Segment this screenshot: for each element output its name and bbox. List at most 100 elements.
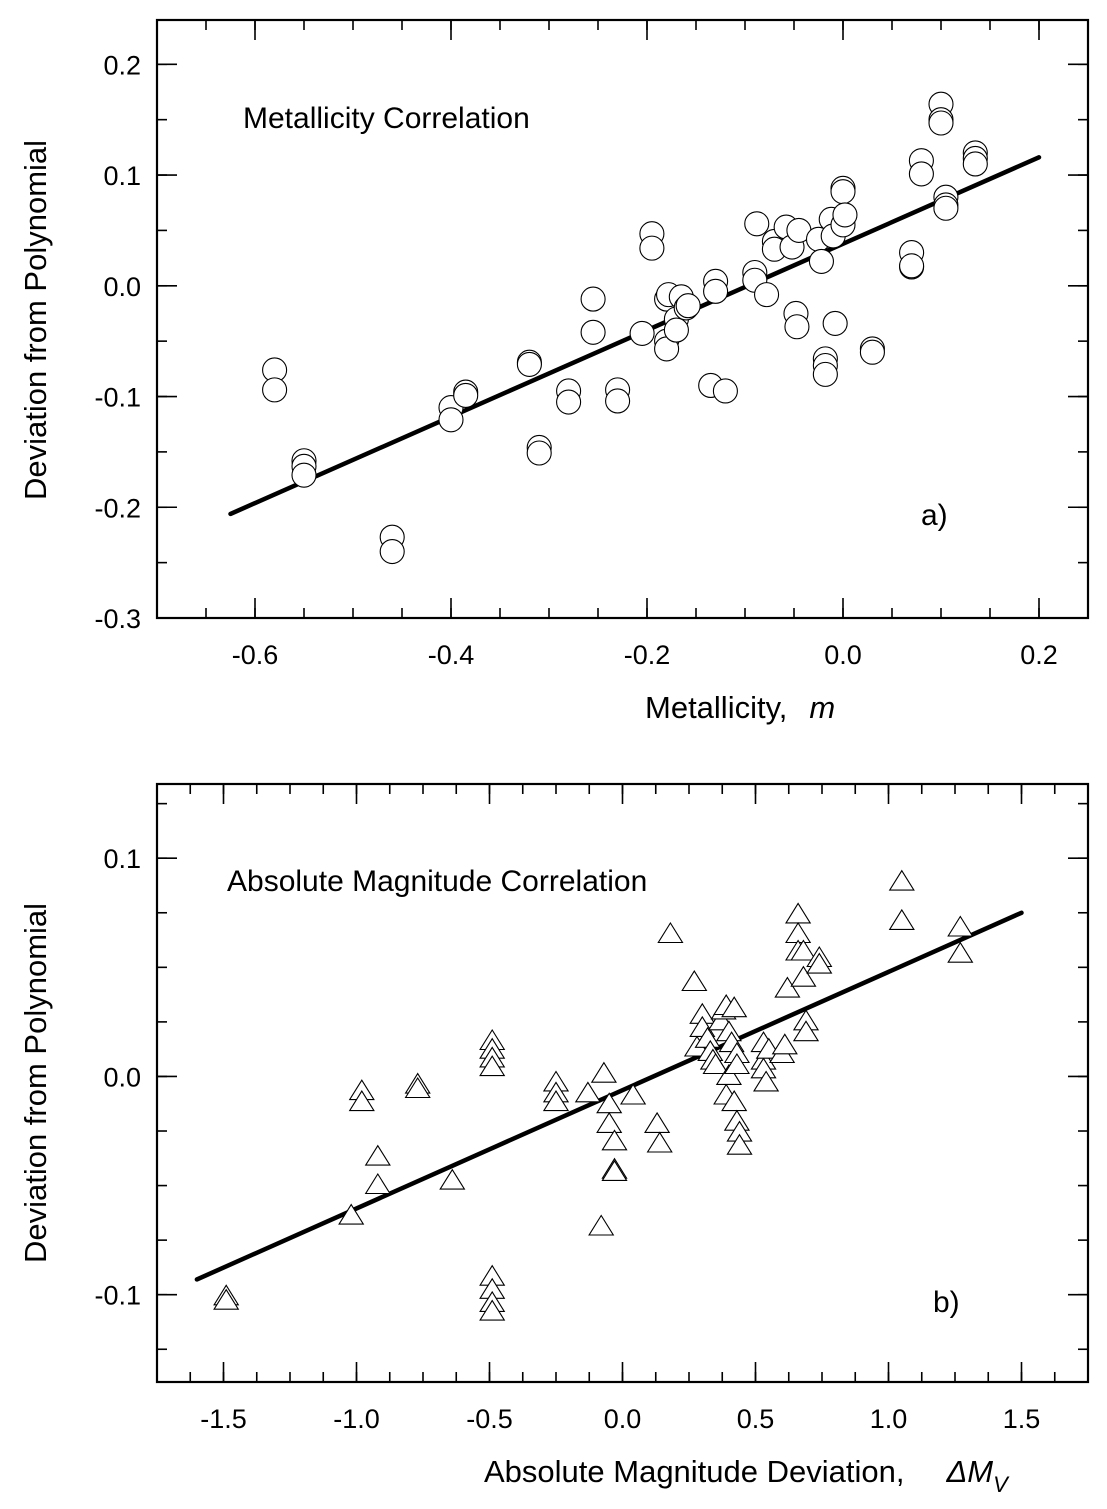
data-point-triangle — [785, 902, 812, 924]
x-tick-label-a: -0.6 — [232, 640, 279, 670]
data-point-circle — [712, 378, 738, 404]
x-tick-label-a: -0.2 — [624, 640, 671, 670]
data-point-circle — [899, 253, 925, 279]
data-point-triangle — [338, 1203, 365, 1225]
panel-label-b: b) — [933, 1286, 960, 1319]
plot-frame-a — [155, 18, 1090, 620]
x-tick-label-b: 0.5 — [737, 1404, 775, 1434]
points-b — [213, 869, 974, 1321]
data-point-triangle — [774, 976, 801, 998]
data-point-triangle — [644, 1111, 671, 1133]
data-point-circle — [453, 382, 479, 408]
data-point-triangle — [726, 1133, 753, 1155]
data-point-triangle — [888, 869, 915, 891]
x-tick-label-b: -1.5 — [200, 1404, 247, 1434]
x-tick-label-b: -0.5 — [466, 1404, 513, 1434]
data-point-triangle — [715, 1063, 742, 1085]
data-point-triangle — [947, 915, 974, 937]
data-point-triangle — [771, 1033, 798, 1055]
panel-title-a: Metallicity Correlation — [243, 102, 530, 135]
data-point-circle — [703, 278, 729, 304]
data-point-circle — [962, 151, 988, 177]
y-tick-label-a: 0.2 — [103, 50, 141, 80]
data-point-triangle — [806, 952, 833, 974]
ticks-b — [157, 784, 1088, 1382]
x-axis-label-b-text: Absolute Magnitude Deviation, — [484, 1454, 904, 1489]
tick-labels-a: -0.6 -0.4 -0.2 0.0 0.2 -0.3 -0.2 -0.1 0.0 0.1 0.2 — [94, 50, 1057, 670]
data-point-circle — [580, 319, 606, 345]
data-point-triangle — [947, 941, 974, 963]
x-tick-label-b: 1.0 — [870, 1404, 908, 1434]
x-tick-label-a: -0.4 — [428, 640, 475, 670]
data-point-circle — [832, 202, 858, 228]
x-tick-label-a: 0.0 — [824, 640, 862, 670]
tick-labels-b: -1.5 -1.0 -0.5 0.0 0.5 1.0 1.5 -0.1 0.0 0.1 — [94, 844, 1040, 1434]
data-point-triangle — [404, 1076, 431, 1099]
x-axis-label-a-text: Metallicity, — [645, 690, 787, 725]
data-point-triangle — [364, 1144, 391, 1166]
data-point-circle — [639, 235, 665, 261]
x-tick-label-b: 0.0 — [604, 1404, 642, 1434]
x-tick-label-b: -1.0 — [333, 1404, 380, 1434]
data-point-triangle — [588, 1214, 615, 1236]
data-point-triangle — [542, 1090, 570, 1112]
data-point-triangle — [364, 1172, 391, 1195]
y-tick-label-b: -0.1 — [94, 1281, 141, 1311]
y-tick-label-a: -0.2 — [94, 493, 141, 523]
data-point-triangle — [721, 996, 748, 1018]
data-point-triangle — [646, 1131, 673, 1153]
data-point-triangle — [620, 1083, 647, 1105]
data-point-triangle — [888, 908, 915, 930]
data-point-circle — [526, 440, 552, 466]
data-point-triangle — [590, 1061, 617, 1083]
x-axis-symbol-b: ΔM — [945, 1454, 993, 1489]
data-point-circle — [830, 179, 856, 205]
y-axis-label-b: Deviation from Polynomial — [18, 903, 53, 1263]
data-point-circle — [580, 286, 606, 312]
data-point-circle — [933, 195, 959, 221]
y-tick-label-a: -0.1 — [94, 383, 141, 413]
data-point-triangle — [790, 965, 817, 987]
data-point-circle — [516, 351, 542, 377]
data-point-circle — [556, 389, 582, 415]
data-point-circle — [859, 339, 885, 365]
data-point-triangle — [596, 1111, 623, 1133]
data-point-triangle — [681, 970, 708, 992]
data-point-circle — [908, 161, 934, 187]
data-point-triangle — [574, 1081, 601, 1103]
data-point-circle — [379, 539, 405, 565]
data-point-circle — [438, 407, 464, 433]
x-axis-symbol-a: m — [809, 690, 835, 725]
points-a — [262, 91, 988, 565]
data-point-triangle — [596, 1092, 623, 1114]
x-axis-label-b: Absolute Magnitude Deviation, ΔMV — [484, 1454, 1010, 1497]
data-point-triangle — [753, 1070, 780, 1092]
data-point-circle — [629, 320, 655, 346]
data-point-circle — [822, 310, 848, 336]
y-tick-label-b: 0.0 — [103, 1062, 141, 1092]
x-axis-label-a: Metallicity, m — [645, 690, 835, 725]
panel-a: -0.6 -0.4 -0.2 0.0 0.2-0.3-0.2-0.10.00.10.2 … — [18, 18, 1090, 725]
y-tick-label-a: 0.0 — [103, 272, 141, 302]
panel-label-a: a) — [921, 499, 948, 532]
data-point-triangle — [479, 1055, 506, 1077]
data-point-circle — [928, 110, 954, 136]
x-axis-subscript-b: V — [993, 1472, 1010, 1497]
x-tick-label-b: 1.5 — [1003, 1404, 1041, 1434]
data-point-triangle — [213, 1288, 240, 1310]
data-point-circle — [784, 314, 810, 340]
data-point-triangle — [657, 921, 684, 944]
data-point-circle — [744, 211, 770, 237]
data-point-triangle — [721, 1090, 748, 1112]
y-tick-label-a: 0.1 — [103, 161, 141, 191]
data-point-circle — [808, 248, 834, 274]
x-tick-label-a: 0.2 — [1020, 640, 1058, 670]
y-tick-label-b: 0.1 — [103, 844, 141, 874]
data-point-triangle — [702, 1052, 729, 1075]
data-point-triangle — [792, 1020, 820, 1042]
data-point-circle — [812, 361, 838, 387]
data-point-circle — [605, 388, 631, 414]
data-point-triangle — [601, 1159, 628, 1181]
y-tick-label-a: -0.3 — [94, 604, 141, 634]
